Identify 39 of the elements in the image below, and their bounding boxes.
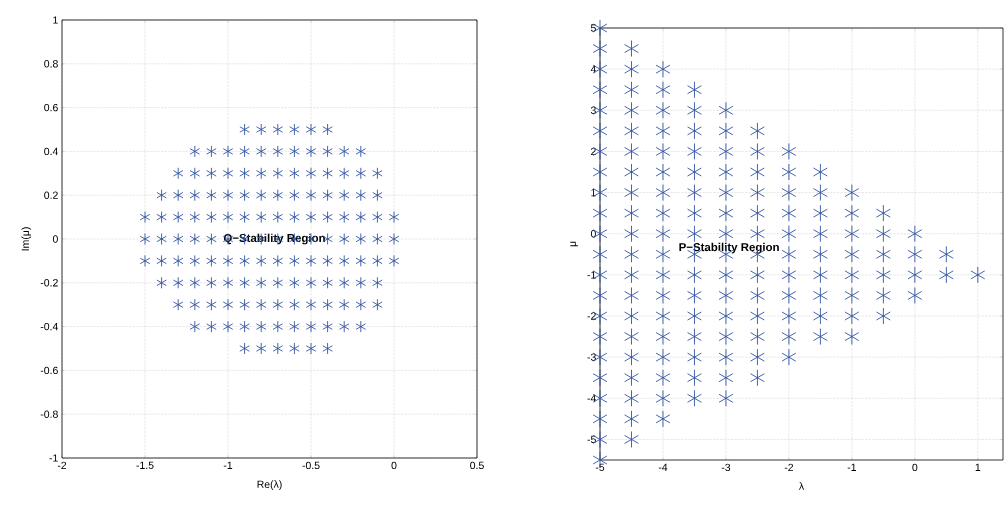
- x-axis-title: Re(λ): [257, 480, 282, 491]
- y-tick-label: 1: [591, 188, 596, 197]
- x-tick-label: 0.5: [470, 461, 484, 470]
- y-tick-label: 3: [590, 106, 596, 114]
- y-tick-label: 4: [590, 65, 596, 73]
- x-tick-label: 1: [975, 463, 981, 471]
- x-tick-label: 0: [912, 463, 918, 472]
- y-tick-label: 0.2: [44, 191, 58, 199]
- y-tick-label: -0.4: [40, 322, 58, 331]
- y-tick-label: 0.6: [44, 103, 58, 112]
- y-tick-label: 5: [590, 24, 596, 32]
- x-tick-label: -0.5: [302, 461, 320, 470]
- y-tick-label: -5: [587, 435, 596, 444]
- y-tick-label: -4: [587, 394, 596, 402]
- x-tick-label: -1: [223, 461, 233, 469]
- y-tick-label: -0.8: [40, 410, 58, 418]
- y-tick-label: 0.4: [44, 147, 58, 156]
- x-axis-title: λ: [798, 482, 805, 490]
- y-axis-title: Im(μ): [21, 227, 32, 251]
- y-axis-title: μ: [570, 241, 578, 247]
- y-tick-label: -2: [587, 312, 596, 320]
- x-tick-label: -4: [658, 463, 668, 471]
- y-tick-label: -0.6: [40, 366, 58, 375]
- y-tick-label: 0.8: [44, 60, 58, 68]
- y-tick-label: -3: [587, 353, 596, 361]
- x-tick-label: -2: [57, 461, 67, 469]
- annotation: P−Stability Region: [679, 242, 779, 254]
- x-tick-label: -1.5: [136, 461, 154, 469]
- y-tick-label: 1: [53, 16, 58, 24]
- y-tick-label: -0.2: [40, 279, 58, 287]
- y-tick-label: 0: [52, 235, 58, 243]
- x-tick-label: 0: [391, 461, 397, 470]
- y-tick-label: -1: [49, 454, 58, 462]
- x-tick-label: -2: [784, 463, 794, 471]
- y-tick-label: -1: [587, 271, 596, 279]
- x-tick-label: -1: [847, 463, 857, 471]
- y-tick-label: 2: [591, 147, 596, 156]
- x-tick-label: -3: [721, 463, 731, 472]
- y-tick-label: 0: [590, 230, 596, 238]
